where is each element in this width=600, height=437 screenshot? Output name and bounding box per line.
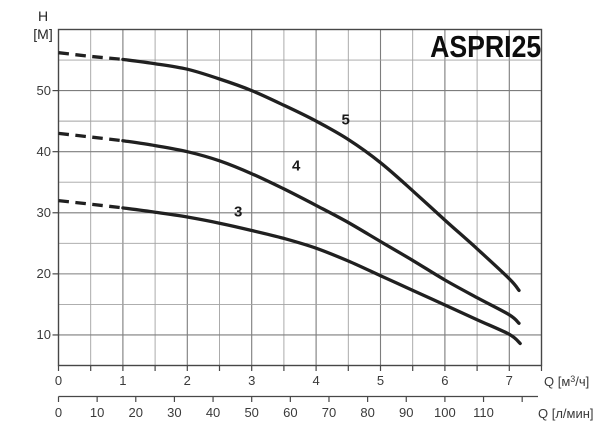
x2-tick-label: 10 bbox=[89, 405, 105, 420]
curve-label-5: 5 bbox=[341, 111, 350, 129]
x2-tick-label: 50 bbox=[244, 405, 259, 420]
x-axis-unit-label: Q [м3/ч] bbox=[544, 374, 589, 389]
x2-tick-label: 30 bbox=[167, 405, 182, 420]
y-tick-label: 50 bbox=[36, 82, 51, 98]
x2-tick-label: 100 bbox=[434, 405, 456, 420]
x-tick-label: 4 bbox=[312, 373, 320, 388]
x2-tick-label: 40 bbox=[205, 405, 221, 420]
x2-tick-label: 0 bbox=[54, 405, 63, 420]
curve-label-4: 4 bbox=[291, 157, 301, 175]
plot-border bbox=[57, 28, 543, 367]
curve-3-dashed-segment bbox=[58, 198, 124, 210]
y-tick-label: 20 bbox=[36, 265, 51, 281]
y-tick-label: 10 bbox=[36, 326, 51, 342]
y-tick-label: 40 bbox=[36, 143, 51, 159]
x2-axis-unit-label: Q [л/мин] bbox=[538, 406, 594, 421]
x-axis-unit-prefix: Q [м bbox=[544, 374, 571, 389]
x2-tick-label: 110 bbox=[473, 405, 494, 420]
x2-tick-label: 60 bbox=[283, 405, 298, 420]
x2-tick-label: 20 bbox=[128, 405, 143, 420]
x2-tick-label: 80 bbox=[360, 405, 375, 420]
curve-5 bbox=[121, 57, 521, 293]
x-tick-label: 0 bbox=[54, 373, 63, 388]
curve-5-dashed-segment bbox=[58, 51, 124, 62]
x-axis-unit-suffix: /ч] bbox=[575, 374, 590, 389]
curve-3 bbox=[121, 206, 522, 346]
x-tick-label: 2 bbox=[183, 373, 191, 388]
y-axis-title: H [М] bbox=[26, 7, 60, 43]
curve-4 bbox=[121, 139, 521, 325]
curve-4-dashed-segment bbox=[58, 131, 124, 143]
x-tick-label: 7 bbox=[505, 373, 513, 388]
x-tick-label: 6 bbox=[441, 373, 449, 388]
y-tick-label: 30 bbox=[36, 204, 51, 220]
x-tick-label: 1 bbox=[119, 373, 127, 388]
x-axis-unit-superscript: 3 bbox=[570, 374, 576, 384]
curve-label-3: 3 bbox=[234, 203, 243, 221]
x-tick-label: 3 bbox=[248, 373, 256, 388]
x2-tick-label: 70 bbox=[321, 405, 337, 420]
chart-title: ASPRI25 bbox=[429, 29, 541, 64]
x-tick-label: 5 bbox=[376, 373, 385, 388]
y-axis-unit: [М] bbox=[33, 26, 53, 42]
y-axis-quantity: H bbox=[37, 8, 49, 24]
x2-tick-label: 90 bbox=[399, 405, 414, 420]
